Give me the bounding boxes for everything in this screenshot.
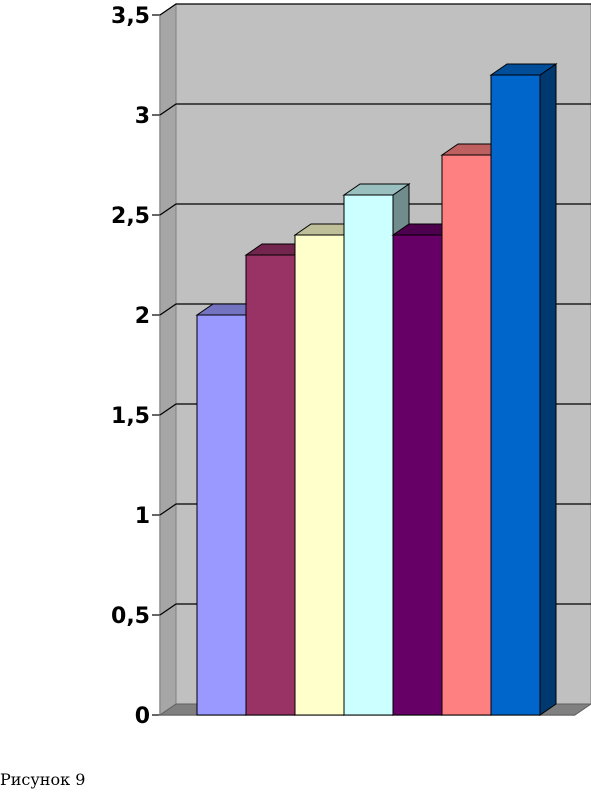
bar-front bbox=[441, 154, 492, 716]
y-tick-label: 3,5 bbox=[111, 4, 150, 29]
y-tick-label: 1,5 bbox=[111, 404, 150, 429]
y-tick-label: 0 bbox=[135, 704, 150, 729]
y-axis: 0 0,5 1 1,5 2 2,5 3 3,5 bbox=[111, 4, 575, 729]
bar-front bbox=[490, 74, 541, 716]
y-tick-label: 0,5 bbox=[111, 604, 150, 629]
side-wall bbox=[159, 3, 177, 716]
bar-side bbox=[539, 63, 557, 716]
y-tick-label: 1 bbox=[135, 504, 150, 529]
bar-front bbox=[245, 254, 296, 716]
figure-caption: Рисунок 9 bbox=[0, 770, 86, 789]
bar-front bbox=[196, 314, 247, 716]
gridline bbox=[159, 103, 591, 116]
y-tick-label: 2 bbox=[135, 304, 150, 329]
gridline bbox=[159, 3, 591, 16]
y-tick-label: 3 bbox=[135, 104, 150, 129]
bar-7 bbox=[489, 63, 558, 716]
y-tick-label: 2,5 bbox=[111, 204, 150, 229]
bar-front bbox=[392, 234, 443, 716]
bar-chart: 0 0,5 1 1,5 2 2,5 3 3,5 bbox=[111, 3, 591, 729]
bar-series bbox=[195, 63, 558, 716]
bar-front bbox=[294, 234, 345, 716]
bar-front bbox=[343, 194, 394, 716]
